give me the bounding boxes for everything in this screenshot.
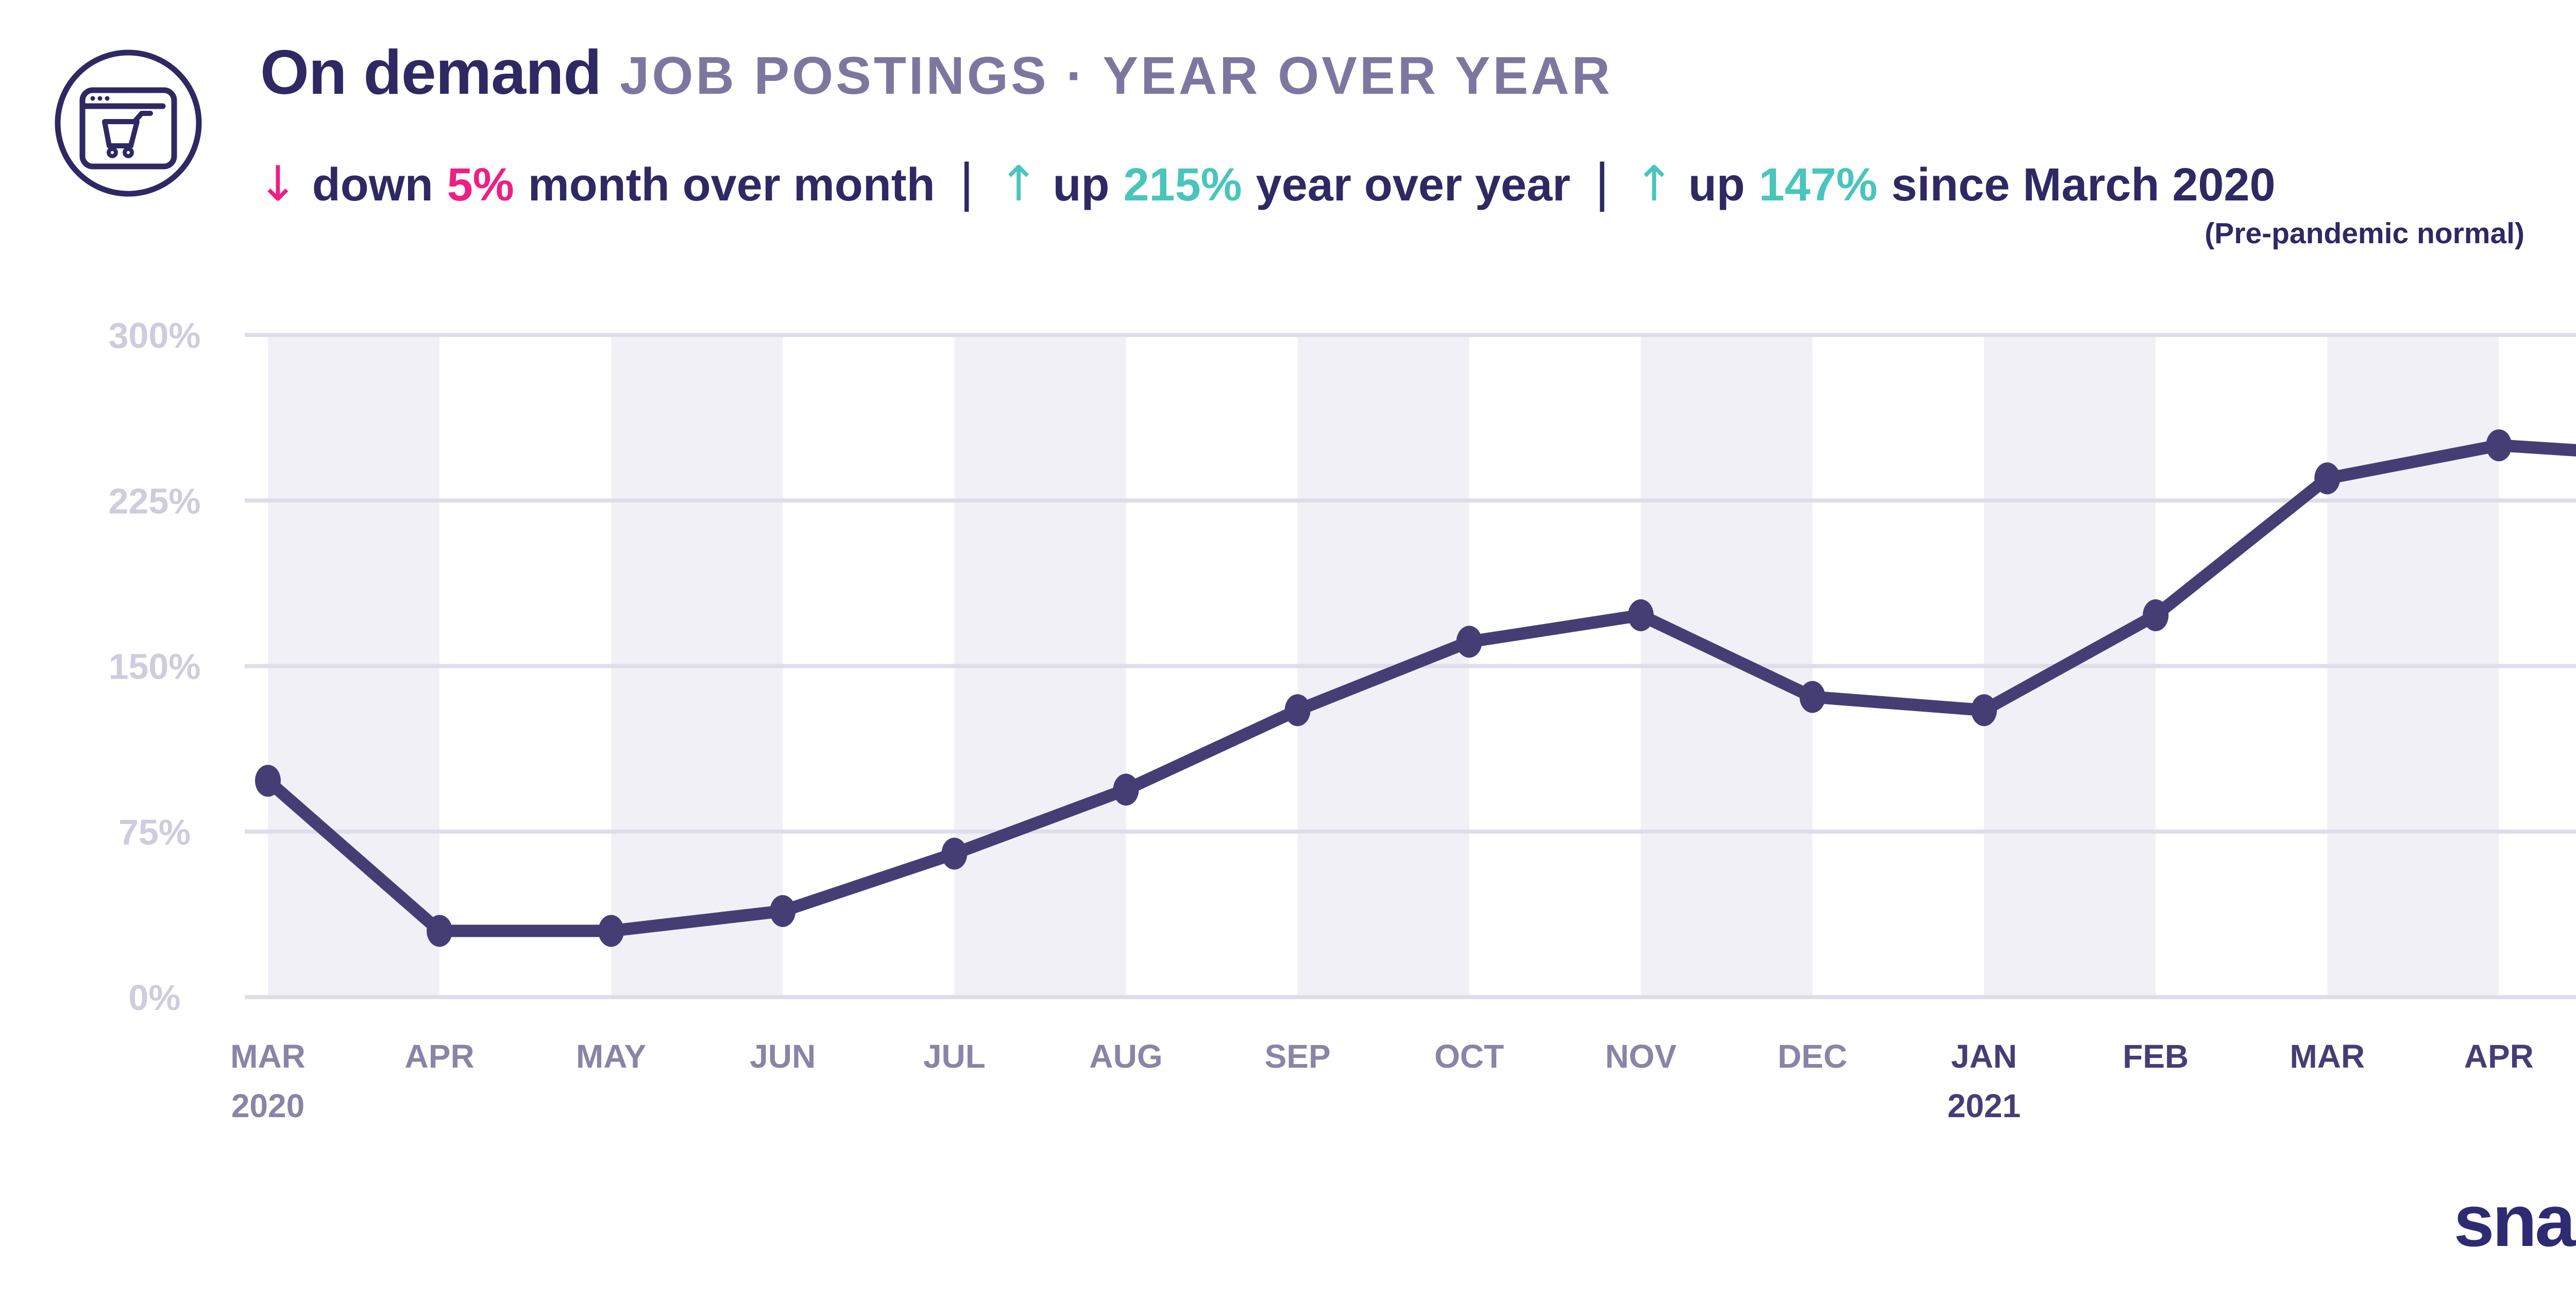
snagajob-logo: snagajob® <box>2454 1179 2576 1264</box>
data-point <box>941 837 968 870</box>
x-tick-label: APR <box>405 1038 474 1075</box>
x-tick-label: SEP <box>1265 1038 1331 1075</box>
gridlines <box>245 333 2576 999</box>
data-point <box>770 895 796 927</box>
title-main: On demand <box>260 37 602 107</box>
y-tick-label: 150% <box>108 647 200 687</box>
cart-wheel <box>107 147 118 158</box>
title-subtitle: JOB POSTINGS · YEAR OVER YEAR <box>620 46 1613 105</box>
x-tick-label: JAN <box>1951 1038 2017 1075</box>
data-point <box>2486 429 2512 462</box>
cart-handle <box>132 111 153 124</box>
x-tick-label: DEC <box>1777 1038 1847 1075</box>
x-tick-label: AUG <box>1089 1038 1162 1075</box>
down-arrow-icon: ↓ <box>258 156 298 212</box>
stat-lead: up <box>1688 159 1745 211</box>
x-tick-label: MAY <box>576 1038 646 1075</box>
data-point <box>1456 626 1482 658</box>
browser-window-icon <box>79 87 177 170</box>
up-arrow-icon: ↑ <box>1634 156 1674 212</box>
stat-value-yoy: 215% <box>1123 159 1242 211</box>
pre-pandemic-note: (Pre-pandemic normal) <box>2205 217 2524 250</box>
x-tick-label: FEB <box>2123 1038 2189 1075</box>
stat-since-march-2020: ↑ up 147% since March 2020 <box>1634 156 2275 212</box>
browser-dot <box>90 96 95 101</box>
stat-rest: month over month <box>528 159 935 211</box>
page-title: On demand JOB POSTINGS · YEAR OVER YEAR <box>260 36 1613 108</box>
browser-dot <box>97 96 103 101</box>
data-point <box>255 765 281 797</box>
x-tick-label: APR <box>2464 1038 2534 1075</box>
icon-circle <box>55 49 202 197</box>
x-tick-label: NOV <box>1605 1038 1676 1075</box>
shopping-cart-icon <box>102 119 140 148</box>
data-point <box>427 915 453 947</box>
data-point <box>598 915 624 947</box>
data-points <box>255 429 2512 947</box>
y-tick-label: 0% <box>128 978 180 1018</box>
x-tick-label: MAR <box>2290 1038 2365 1075</box>
data-point <box>1799 681 1825 713</box>
cart-wheel <box>123 147 134 158</box>
x-tick-label: MAR <box>230 1038 306 1075</box>
data-point <box>1628 599 1654 631</box>
x-tick-year-label: 2021 <box>1947 1087 2021 1124</box>
x-tick-label: OCT <box>1434 1038 1504 1075</box>
stat-separator: | <box>1595 153 1609 212</box>
x-tick-label: JUN <box>750 1038 816 1075</box>
stat-lead: down <box>312 159 433 211</box>
y-axis-labels: 0% 75% 150% 225% 300% <box>108 315 200 1018</box>
data-point <box>2314 462 2341 495</box>
y-tick-label: 75% <box>118 812 191 852</box>
x-tick-label: JUL <box>923 1038 986 1075</box>
x-axis-labels: MAR 2020 APR MAY JUN JUL AUG SEP OCT NOV DEC JAN 202… <box>230 1038 2534 1124</box>
data-point <box>2143 599 2169 631</box>
stat-rest: since March 2020 <box>1891 159 2276 211</box>
stat-value-mom: 5% <box>447 159 514 211</box>
y-tick-label: 300% <box>108 315 200 356</box>
up-arrow-icon: ↑ <box>998 156 1039 212</box>
logo-text: snagajob <box>2453 1180 2576 1262</box>
data-point <box>1284 694 1311 727</box>
shopping-browser-icon <box>55 49 202 197</box>
browser-dot <box>105 96 110 101</box>
on-demand-icon <box>53 48 204 198</box>
stat-month-over-month: ↓ down 5% month over month <box>258 156 935 212</box>
stat-rest: year over year <box>1256 159 1571 211</box>
stat-lead: up <box>1053 159 1110 211</box>
stat-separator: | <box>959 153 974 212</box>
stats-line: ↓ down 5% month over month | ↑ up 215% y… <box>258 152 2276 213</box>
y-tick-label: 225% <box>108 481 200 521</box>
stat-value-since: 147% <box>1758 159 1878 211</box>
x-tick-year-label: 2020 <box>231 1087 304 1124</box>
data-point <box>1971 694 1997 727</box>
data-point <box>1113 773 1139 806</box>
stat-year-over-year: ↑ up 215% year over year <box>998 156 1570 212</box>
